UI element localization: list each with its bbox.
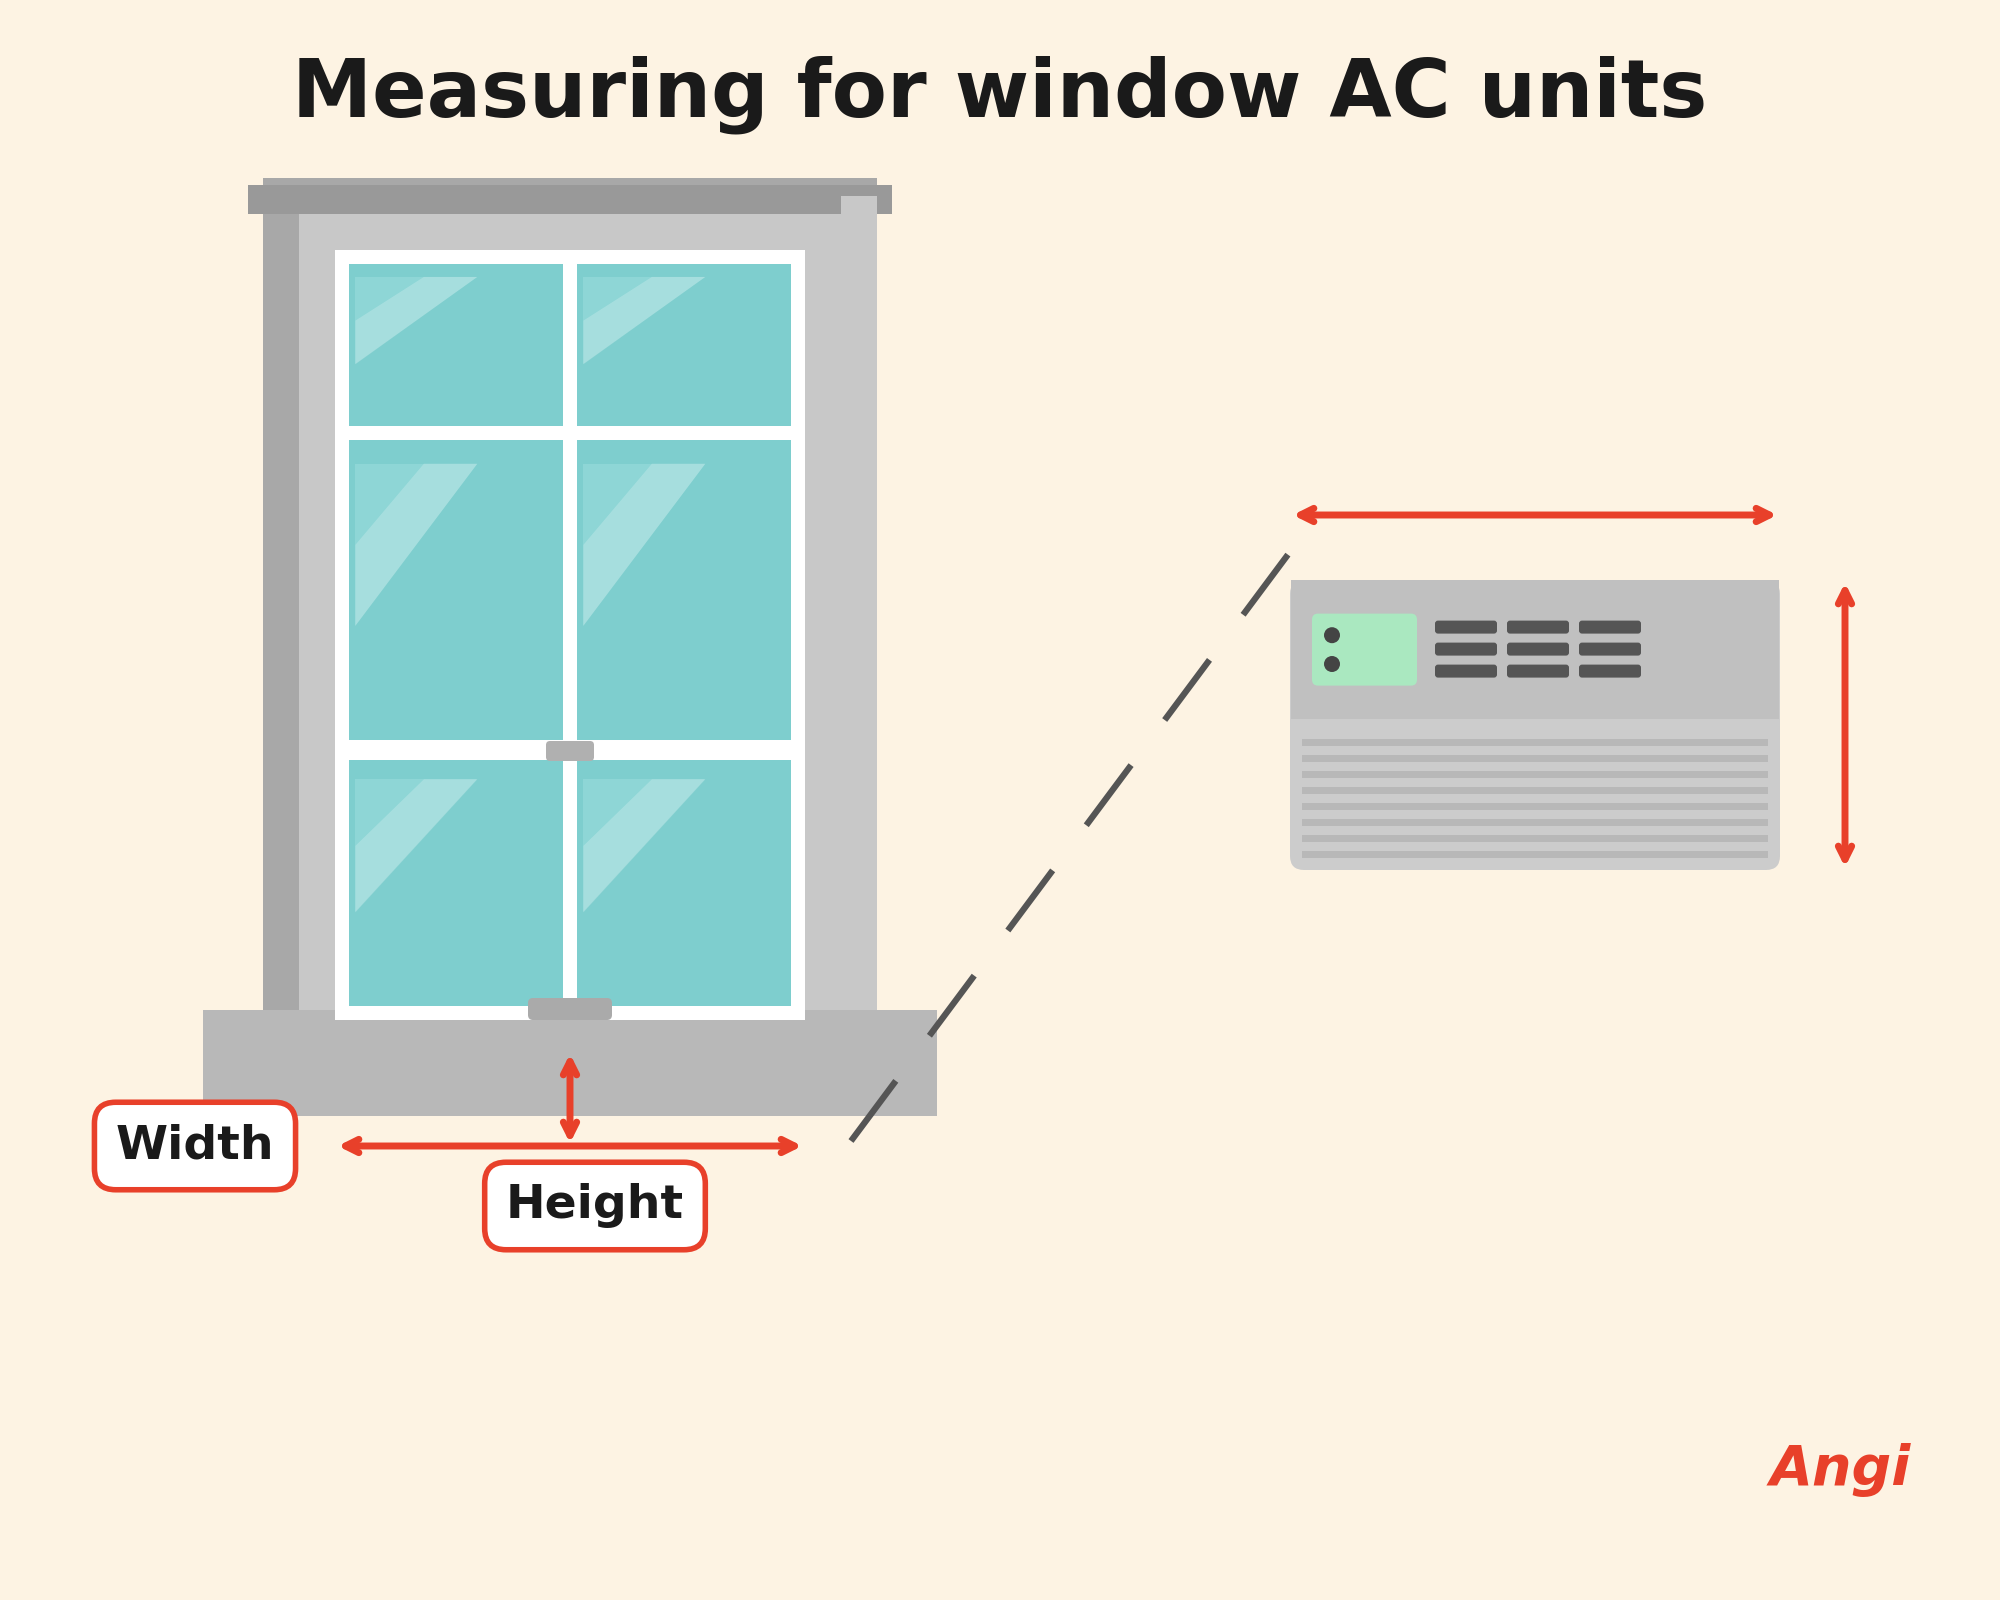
Bar: [350, 264, 564, 426]
FancyBboxPatch shape: [1508, 621, 1568, 634]
Circle shape: [1324, 656, 1340, 672]
FancyBboxPatch shape: [1290, 579, 1780, 870]
Bar: [1302, 819, 1768, 826]
Bar: [264, 178, 876, 1056]
FancyBboxPatch shape: [1508, 664, 1568, 678]
Bar: [336, 739, 804, 754]
Bar: [1302, 835, 1768, 842]
Polygon shape: [356, 464, 478, 626]
Bar: [336, 250, 804, 1021]
Polygon shape: [356, 277, 478, 365]
FancyBboxPatch shape: [1508, 643, 1568, 656]
FancyBboxPatch shape: [1580, 664, 1640, 678]
FancyBboxPatch shape: [1436, 664, 1496, 678]
Bar: [576, 440, 792, 739]
Bar: [1302, 755, 1768, 762]
Circle shape: [1324, 627, 1340, 643]
FancyBboxPatch shape: [1312, 613, 1416, 685]
Bar: [300, 214, 840, 1021]
FancyBboxPatch shape: [528, 998, 612, 1021]
Polygon shape: [584, 277, 706, 365]
Polygon shape: [584, 779, 706, 912]
Bar: [1302, 803, 1768, 810]
Bar: [840, 195, 876, 1038]
FancyBboxPatch shape: [1580, 643, 1640, 656]
Polygon shape: [584, 779, 706, 912]
Text: Height: Height: [506, 1184, 684, 1229]
Polygon shape: [356, 464, 478, 626]
Bar: [350, 760, 564, 1006]
Bar: [1302, 739, 1768, 746]
Polygon shape: [584, 464, 706, 626]
Bar: [336, 426, 804, 440]
FancyBboxPatch shape: [546, 741, 594, 762]
Bar: [1302, 771, 1768, 778]
Text: Measuring for window AC units: Measuring for window AC units: [292, 56, 1708, 134]
Bar: [248, 186, 892, 214]
Bar: [204, 1010, 936, 1117]
Polygon shape: [584, 277, 706, 365]
FancyBboxPatch shape: [1436, 621, 1496, 634]
Bar: [576, 264, 792, 426]
Bar: [1302, 787, 1768, 794]
Text: Angi: Angi: [1770, 1443, 1910, 1498]
Bar: [1302, 851, 1768, 858]
Polygon shape: [356, 277, 478, 365]
Polygon shape: [356, 779, 478, 912]
FancyBboxPatch shape: [24, 26, 1976, 1574]
FancyBboxPatch shape: [1436, 643, 1496, 656]
Bar: [564, 250, 576, 1021]
Polygon shape: [584, 464, 706, 626]
Text: Width: Width: [116, 1123, 274, 1168]
Polygon shape: [356, 779, 478, 912]
FancyBboxPatch shape: [1580, 621, 1640, 634]
Bar: [350, 440, 564, 739]
Bar: [1292, 579, 1780, 720]
Bar: [576, 760, 792, 1006]
